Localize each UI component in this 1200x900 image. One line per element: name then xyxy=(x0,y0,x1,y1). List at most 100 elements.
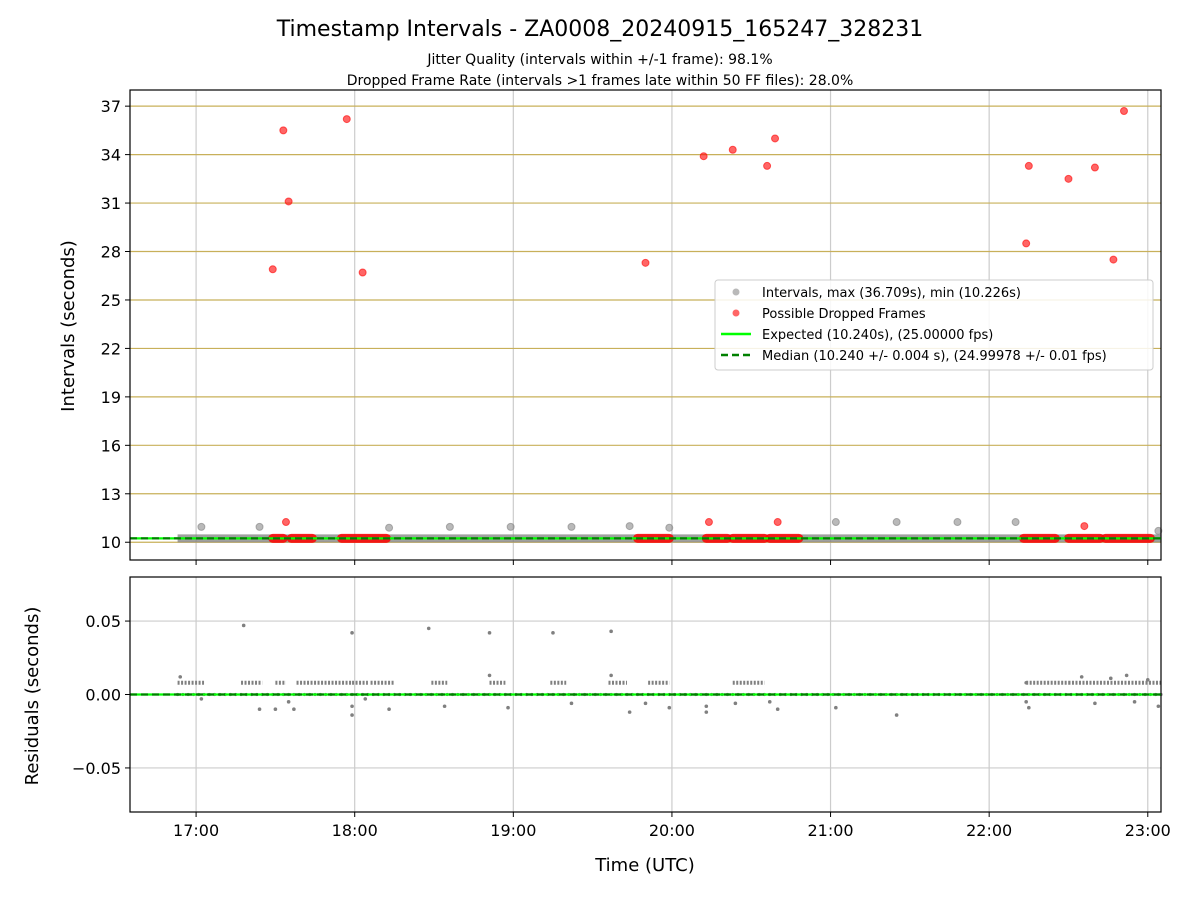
interval-point xyxy=(625,522,634,531)
residual-point xyxy=(257,707,262,711)
dropped-frame-point xyxy=(771,134,780,143)
dropped-frame-point xyxy=(1064,174,1073,183)
x-tick-label: 20:00 xyxy=(649,821,695,840)
residual-point xyxy=(273,707,278,711)
dropped-frame-point xyxy=(284,197,293,206)
residual-point xyxy=(286,700,291,704)
residual-point xyxy=(733,701,738,706)
residual-point xyxy=(387,707,391,711)
residual-point xyxy=(506,705,510,710)
dropped-frame-point xyxy=(704,518,713,527)
residual-point xyxy=(1079,675,1084,679)
dropped-frame-point xyxy=(1119,106,1128,115)
dropped-frame-point xyxy=(699,152,708,161)
residual-point xyxy=(609,673,613,678)
interval-point xyxy=(506,522,515,531)
intervals-y-tick-label: 37 xyxy=(101,97,121,116)
residuals-y-tick-label: −0.05 xyxy=(72,759,121,778)
x-tick-label: 22:00 xyxy=(966,821,1012,840)
x-tick-label: 18:00 xyxy=(332,821,378,840)
residuals-plot-frame xyxy=(129,576,1162,813)
dropped-frame-point xyxy=(1090,163,1099,172)
residual-point xyxy=(487,673,492,678)
legend: Intervals, max (36.709s), min (10.226s) … xyxy=(714,279,1154,371)
residual-point xyxy=(199,697,204,701)
dropped-frame-point xyxy=(641,258,650,267)
residual-point xyxy=(627,710,632,714)
residual-point xyxy=(704,704,709,709)
interval-point xyxy=(567,522,576,531)
dropped-frame-point xyxy=(268,265,277,274)
intervals-y-axis-label: Intervals (seconds) xyxy=(58,240,79,412)
residual-point xyxy=(178,675,183,679)
chart-subtitle-dropped: Dropped Frame Rate (intervals >1 frames … xyxy=(347,73,854,89)
legend-label-intervals: Intervals, max (36.709s), min (10.226s) xyxy=(762,286,1021,301)
dropped-frame-point xyxy=(281,518,290,527)
dropped-frame-point xyxy=(279,126,288,135)
residual-point xyxy=(894,713,899,717)
residual-point xyxy=(1132,700,1137,704)
x-axis-label: Time (UTC) xyxy=(594,855,695,876)
residual-point xyxy=(442,704,447,709)
residual-point xyxy=(569,701,574,706)
residual-point xyxy=(767,700,772,704)
residual-point xyxy=(363,697,368,701)
residual-point xyxy=(1027,705,1031,710)
residual-point xyxy=(551,631,555,635)
intervals-y-tick-label: 13 xyxy=(101,485,121,504)
residual-point xyxy=(1124,673,1129,678)
dropped-frame-point xyxy=(358,268,367,277)
residual-point xyxy=(667,705,672,710)
legend-label-expected: Expected (10.240s), (25.00000 fps) xyxy=(762,328,993,343)
residual-point xyxy=(292,707,296,711)
residual-point xyxy=(1156,704,1161,709)
interval-point xyxy=(665,523,674,532)
interval-point xyxy=(445,522,454,531)
residual-point xyxy=(609,629,613,634)
legend-label-median: Median (10.240 +/- 0.004 s), (24.99978 +… xyxy=(762,349,1107,364)
interval-point xyxy=(953,518,962,527)
x-tick-label: 19:00 xyxy=(490,821,536,840)
intervals-y-tick-label: 10 xyxy=(101,533,121,552)
dropped-frame-point xyxy=(1024,161,1033,170)
intervals-y-tick-label: 25 xyxy=(101,291,121,310)
residual-point xyxy=(834,705,838,710)
residual-point xyxy=(1108,676,1113,681)
residual-point xyxy=(350,704,354,709)
residual-point xyxy=(775,707,780,711)
dropped-frame-point xyxy=(763,161,772,170)
interval-point xyxy=(255,522,264,531)
residual-point xyxy=(350,713,354,717)
residuals-y-tick-label: 0.00 xyxy=(85,686,121,705)
residual-point xyxy=(1024,680,1028,685)
interval-point xyxy=(1011,518,1020,527)
residual-point xyxy=(643,701,648,706)
x-tick-label: 17:00 xyxy=(173,821,219,840)
residual-point xyxy=(350,631,354,635)
x-tick-label: 21:00 xyxy=(807,821,853,840)
interval-point xyxy=(385,523,394,532)
residuals-y-tick-label: 0.05 xyxy=(85,612,121,631)
x-tick-label: 23:00 xyxy=(1125,821,1171,840)
residual-point xyxy=(704,710,709,714)
residual-point xyxy=(1145,678,1150,682)
intervals-y-tick-label: 22 xyxy=(101,339,121,358)
dropped-frame-point xyxy=(342,115,351,124)
chart-title: Timestamp Intervals - ZA0008_20240915_16… xyxy=(276,17,924,42)
interval-point xyxy=(892,518,901,527)
residual-point xyxy=(426,626,431,631)
chart-subtitle-jitter: Jitter Quality (intervals within +/-1 fr… xyxy=(426,52,772,68)
dropped-frame-point xyxy=(728,145,737,154)
intervals-y-tick-label: 28 xyxy=(101,243,121,262)
residuals-plot: 17:00 18:00 19:00 20:00 21:00 22:00 23:00 −0.05… xyxy=(72,576,1171,840)
dropped-frame-point xyxy=(1080,522,1089,531)
legend-marker-intervals xyxy=(732,288,740,296)
dropped-frame-point xyxy=(773,518,782,527)
legend-box xyxy=(714,279,1154,371)
intervals-y-tick-label: 19 xyxy=(101,388,121,407)
dropped-frame-point xyxy=(1022,239,1031,248)
legend-marker-dropped xyxy=(732,309,740,317)
residuals-y-axis-label: Residuals (seconds) xyxy=(22,607,43,786)
residual-point xyxy=(1024,700,1028,704)
